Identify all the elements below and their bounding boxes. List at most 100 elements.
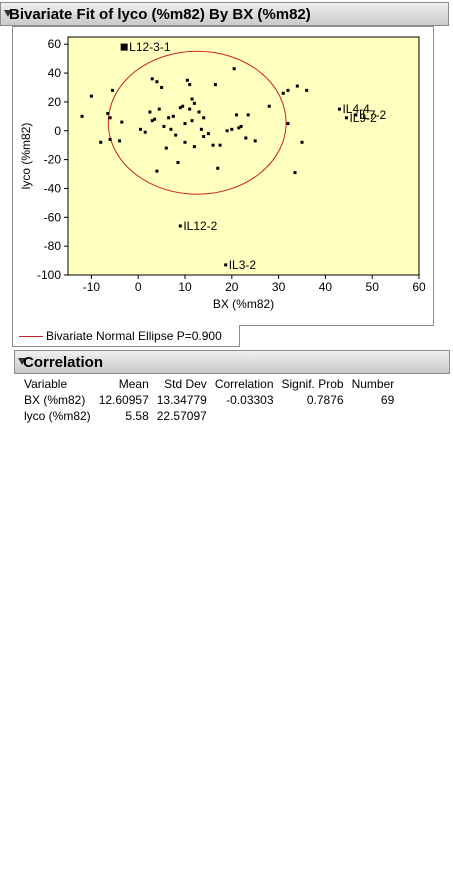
- data-point: [139, 127, 143, 131]
- data-point: [160, 85, 164, 89]
- data-point: [286, 122, 290, 126]
- correlation-header[interactable]: Correlation: [14, 350, 450, 374]
- data-point: [157, 107, 161, 111]
- data-point: [190, 97, 194, 101]
- data-point: [202, 135, 206, 139]
- table-row: lyco (%m82) 5.58 22.57097: [20, 408, 398, 424]
- data-point: [178, 106, 182, 110]
- data-point: [190, 119, 194, 123]
- data-point: [117, 139, 121, 143]
- point-label: IL7-2: [359, 108, 387, 122]
- data-point: [150, 77, 154, 81]
- x-tick-label: 50: [366, 280, 380, 294]
- table-row: BX (%m82) 12.60957 13.34779 -0.03303 0.7…: [20, 392, 398, 408]
- data-point: [224, 263, 228, 267]
- data-point: [188, 107, 192, 111]
- y-tick-label: 60: [48, 37, 62, 51]
- data-point: [197, 110, 201, 114]
- scatter-plot: -10 0 10 20 30 40 50 60-100-80-60-40-200204060B…: [19, 36, 426, 311]
- data-point: [167, 116, 171, 120]
- point-label: IL4-4: [342, 102, 370, 116]
- data-point: [225, 129, 229, 133]
- data-point: [300, 140, 304, 144]
- ellipse-legend-swatch: [19, 336, 43, 337]
- y-tick-label: 40: [48, 66, 62, 80]
- data-point: [181, 104, 185, 108]
- data-point: [244, 136, 248, 140]
- data-point: [155, 80, 159, 84]
- cell-variable: lyco (%m82): [24, 409, 91, 423]
- data-point: [234, 113, 238, 117]
- disclosure-triangle-icon[interactable]: [18, 358, 26, 365]
- x-tick-label: 60: [412, 280, 426, 294]
- data-point: [174, 133, 178, 137]
- data-point: [183, 122, 187, 126]
- cell-number: [348, 408, 399, 424]
- x-tick-label: 0: [135, 280, 142, 294]
- disclosure-triangle-icon[interactable]: [4, 10, 12, 17]
- data-point: [80, 114, 84, 118]
- data-point: [155, 169, 159, 173]
- data-point: [295, 84, 299, 88]
- data-point: [176, 160, 180, 164]
- data-point: [185, 78, 189, 82]
- data-point: [305, 88, 309, 92]
- x-tick-label: -10: [83, 280, 101, 294]
- legend-label: Bivariate Normal Ellipse P=0.900: [46, 329, 222, 343]
- data-point: [192, 145, 196, 149]
- col-header-number: Number: [351, 377, 395, 391]
- data-point: [237, 126, 241, 130]
- point-label: L12-3-1: [129, 40, 171, 54]
- data-point: [216, 166, 220, 170]
- data-point: [171, 114, 175, 118]
- plot-area: [67, 36, 420, 276]
- data-point: [267, 104, 271, 108]
- data-point: [246, 113, 250, 117]
- report-title: Bivariate Fit of lyco (%m82) By BX (%m82…: [9, 6, 311, 23]
- data-point: [239, 124, 243, 128]
- col-header-mean: Mean: [118, 377, 149, 391]
- col-header-variable: Variable: [24, 377, 68, 391]
- cell-std-dev: 22.57097: [156, 409, 207, 423]
- data-point: [148, 110, 152, 114]
- y-tick-label: -40: [44, 181, 62, 195]
- y-tick-label: -60: [44, 210, 62, 224]
- data-point: [337, 107, 341, 111]
- data-point: [218, 143, 222, 147]
- plot-frame: -10 0 10 20 30 40 50 60 -100 -80 -60 -40 -20 0 20 40 60 B…: [12, 26, 434, 326]
- cell-variable: BX (%m82): [24, 393, 86, 407]
- col-header-correlation: Correlation: [214, 377, 274, 391]
- data-point: [108, 137, 112, 141]
- data-point: [199, 127, 203, 131]
- data-point: [213, 83, 217, 87]
- x-tick-label: 20: [225, 280, 239, 294]
- correlation-title: Correlation: [23, 354, 104, 371]
- data-point: [354, 113, 358, 117]
- cell-mean: 12.60957: [98, 393, 149, 407]
- cell-mean: 5.58: [125, 409, 149, 423]
- data-point: [120, 43, 128, 51]
- data-point: [178, 224, 182, 228]
- data-point: [188, 83, 192, 87]
- cell-correlation: [211, 408, 278, 424]
- report-header[interactable]: Bivariate Fit of lyco (%m82) By BX (%m82…: [0, 2, 449, 26]
- data-point: [164, 146, 168, 150]
- data-point: [253, 139, 257, 143]
- data-point: [281, 91, 285, 95]
- data-point: [143, 130, 147, 134]
- y-axis-label: lyco (%m82): [19, 123, 33, 190]
- data-point: [202, 116, 206, 120]
- data-point: [108, 116, 112, 120]
- data-point: [99, 140, 103, 144]
- cell-correlation: -0.03303: [226, 393, 274, 407]
- data-point: [211, 143, 215, 147]
- data-point: [183, 140, 187, 144]
- data-point: [120, 120, 124, 124]
- data-point: [293, 171, 297, 175]
- x-axis-label: BX (%m82): [213, 297, 274, 311]
- data-point: [169, 127, 173, 131]
- table-header-row: Variable Mean Std Dev Correlation Signif…: [20, 376, 398, 392]
- col-header-std-dev: Std Dev: [164, 377, 207, 391]
- data-point: [106, 111, 110, 115]
- cell-signif-prob: 0.7876: [306, 393, 344, 407]
